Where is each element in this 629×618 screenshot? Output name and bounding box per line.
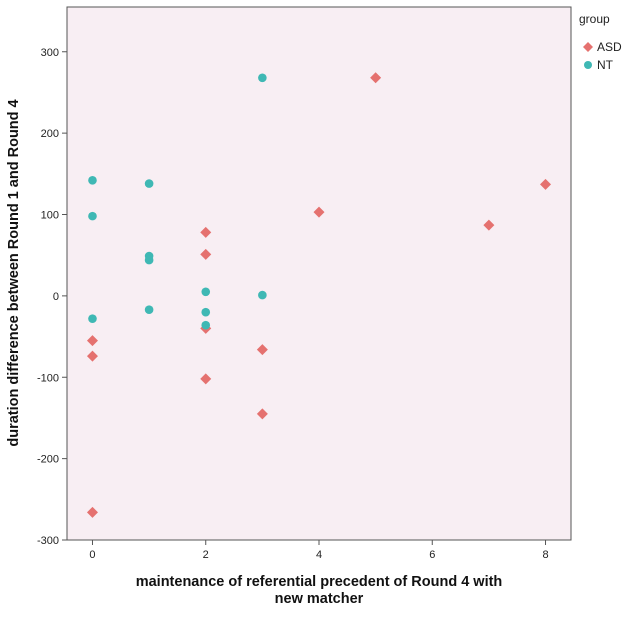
legend-label-nt: NT	[597, 58, 614, 72]
x-tick-label: 0	[89, 549, 95, 561]
data-point-asd	[200, 226, 212, 238]
x-tick-label: 2	[203, 549, 209, 561]
legend-title: group	[579, 12, 610, 26]
x-tick-label: 6	[429, 549, 435, 561]
y-tick-label: 300	[41, 47, 59, 59]
data-point-nt	[88, 314, 97, 323]
data-point-asd	[313, 206, 325, 218]
data-point-nt	[144, 305, 154, 315]
data-point-asd	[86, 350, 98, 362]
y-axis: -300 -200 -100 0 100 200 300	[37, 47, 67, 547]
y-tick-label: 100	[41, 210, 59, 222]
y-tick-label: 0	[53, 291, 59, 303]
legend-item-asd: ASD	[583, 40, 622, 54]
data-point-asd	[200, 248, 212, 260]
x-axis-title-line-1: maintenance of referential precedent of …	[136, 574, 503, 590]
circle-marker-icon	[584, 61, 592, 69]
data-point-nt	[88, 176, 97, 185]
data-point-nt	[144, 179, 154, 188]
legend-label-asd: ASD	[597, 40, 622, 54]
data-point-asd	[86, 506, 98, 518]
y-tick-label: 200	[41, 128, 59, 140]
data-point-nt	[144, 255, 154, 265]
x-axis: 0 2 4 6 8	[89, 540, 549, 561]
data-point-nt	[258, 73, 267, 83]
data-point-asd	[256, 408, 268, 420]
y-axis-title: duration difference between Round 1 and …	[6, 99, 22, 446]
data-point-nt	[201, 320, 211, 330]
y-tick-label: -200	[37, 454, 59, 466]
x-axis-title-line-2: new matcher	[275, 591, 364, 607]
y-tick-label: -300	[37, 535, 59, 547]
legend: group ASD NT	[579, 12, 622, 72]
data-point-nt	[258, 290, 267, 300]
data-point-asd	[483, 219, 495, 231]
plot-area	[67, 7, 571, 540]
data-point-nt	[201, 307, 211, 317]
x-tick-label: 8	[542, 549, 548, 561]
diamond-marker-icon	[583, 42, 593, 52]
data-point-nt	[88, 211, 97, 221]
data-point-asd	[370, 72, 382, 84]
x-tick-label: 4	[316, 549, 322, 561]
data-point-asd	[200, 373, 212, 385]
legend-item-nt: NT	[584, 58, 614, 72]
data-point-asd	[86, 335, 98, 347]
plot-border	[66, 6, 572, 541]
data-points	[86, 72, 552, 518]
data-point-asd	[540, 178, 552, 190]
data-point-asd	[256, 344, 268, 356]
y-tick-label: -100	[37, 372, 59, 384]
data-point-nt	[201, 287, 211, 297]
